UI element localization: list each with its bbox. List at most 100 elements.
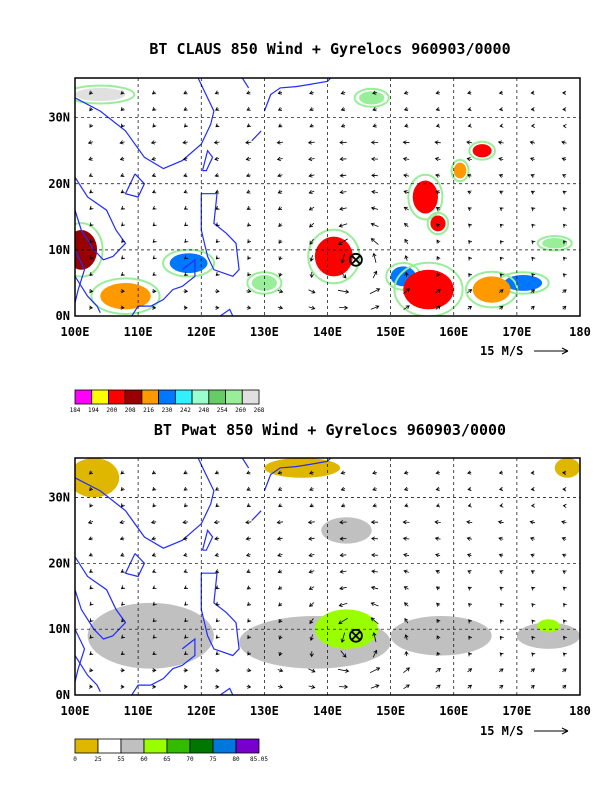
wind-vector [246,486,251,491]
wind-vector [183,486,188,491]
wind-vector [403,602,409,607]
wind-vector [152,585,157,590]
wind-vector [214,90,219,95]
colorbar-label: 242 [180,407,191,414]
wind-vector [215,634,220,639]
wind-vector [529,520,536,525]
x-tick-label: 100E [61,704,90,718]
wind-vector [309,271,314,279]
wind-vector [369,667,381,674]
wind-vector [372,632,377,643]
wind-vector [403,288,411,294]
y-tick-label: 10N [48,622,70,636]
wind-vector [245,536,251,541]
panel2-wind-vectors [87,470,567,690]
wind-vector [499,635,504,641]
wind-vector [89,618,94,623]
wind-vector [213,519,220,525]
wind-vector [468,602,473,607]
wind-vector [561,536,567,541]
wind-vector [339,173,347,178]
wind-vector [120,668,125,673]
x-tick-label: 120E [187,325,216,339]
wind-vector [277,305,284,310]
panel2-frame [74,457,581,696]
wind-vector [403,206,409,211]
wind-vector [309,470,314,475]
wind-vector [247,272,252,277]
wind-vector [309,618,314,625]
wind-vector [184,255,189,260]
wind-vector [467,107,472,112]
wind-vector [562,123,567,129]
wind-vector [562,305,567,310]
x-tick-label: 170E [502,704,531,718]
cloud-cluster [100,282,151,310]
wind-vector [499,207,504,212]
moisture-region [390,616,492,656]
wind-vector [214,470,219,475]
wind-vector [277,173,283,178]
wind-vector [338,617,348,625]
colorbar-label: 216 [143,407,154,414]
wind-vector [277,585,283,590]
colorbar-label: 85.05 [250,756,268,763]
wind-vector [498,486,504,492]
wind-vector [530,107,535,112]
wind-vector [562,289,567,294]
cloud-cluster [75,230,98,270]
wind-vector [277,552,283,557]
wind-vector [498,173,503,178]
wind-vector [215,305,220,310]
wind-vector [404,238,409,245]
wind-vector [309,651,314,658]
wind-vector [89,222,94,227]
wind-vector [182,520,188,525]
wind-vector [278,602,283,607]
wind-vector [121,503,125,508]
wind-vector [403,305,410,310]
wind-vector [88,156,93,161]
wind-vector [561,140,567,145]
wind-vector [215,222,220,227]
wind-vector [277,470,283,475]
wind-vector [562,223,567,228]
wind-vector [435,305,441,310]
wind-vector [183,585,189,590]
panel2-colorbar: 0 25 55 60 65 70 75 80 85.05 [73,738,268,763]
wind-vector [468,223,473,228]
wind-vector [468,239,473,245]
wind-vector [183,684,188,689]
wind-vector [182,156,188,161]
wind-vector [498,289,504,294]
wind-vector [498,90,503,95]
y-tick-label: 10N [48,243,70,257]
wind-vector [435,503,441,508]
wind-vector [247,255,252,260]
wind-vector [467,190,472,195]
wind-vector [466,157,472,162]
wind-vector [89,601,94,606]
wind-vector [339,305,349,310]
panel2-axis-ticks: 100E 110E 120E 130E 140E 150E 160E 170E 180 0N 10N… [48,491,591,719]
wind-vector [499,503,504,508]
wind-vector [184,601,189,606]
wind-vector [245,140,252,145]
wind-vector [402,140,410,145]
wind-vector [339,206,347,211]
coastline [75,275,101,313]
wind-vector [499,256,504,261]
cloud-cluster-edge [450,158,470,183]
wind-vector [372,270,378,279]
wind-vector [498,470,503,475]
wind-vector [276,156,283,162]
wind-vector [436,256,441,261]
wind-vector [308,586,315,590]
wind-vector [531,652,536,657]
wind-vector [183,123,189,128]
cloud-cluster [314,236,353,277]
wind-vector [404,618,409,624]
wind-vector [499,603,504,608]
wind-vector [498,553,503,558]
wind-vector [215,618,220,623]
